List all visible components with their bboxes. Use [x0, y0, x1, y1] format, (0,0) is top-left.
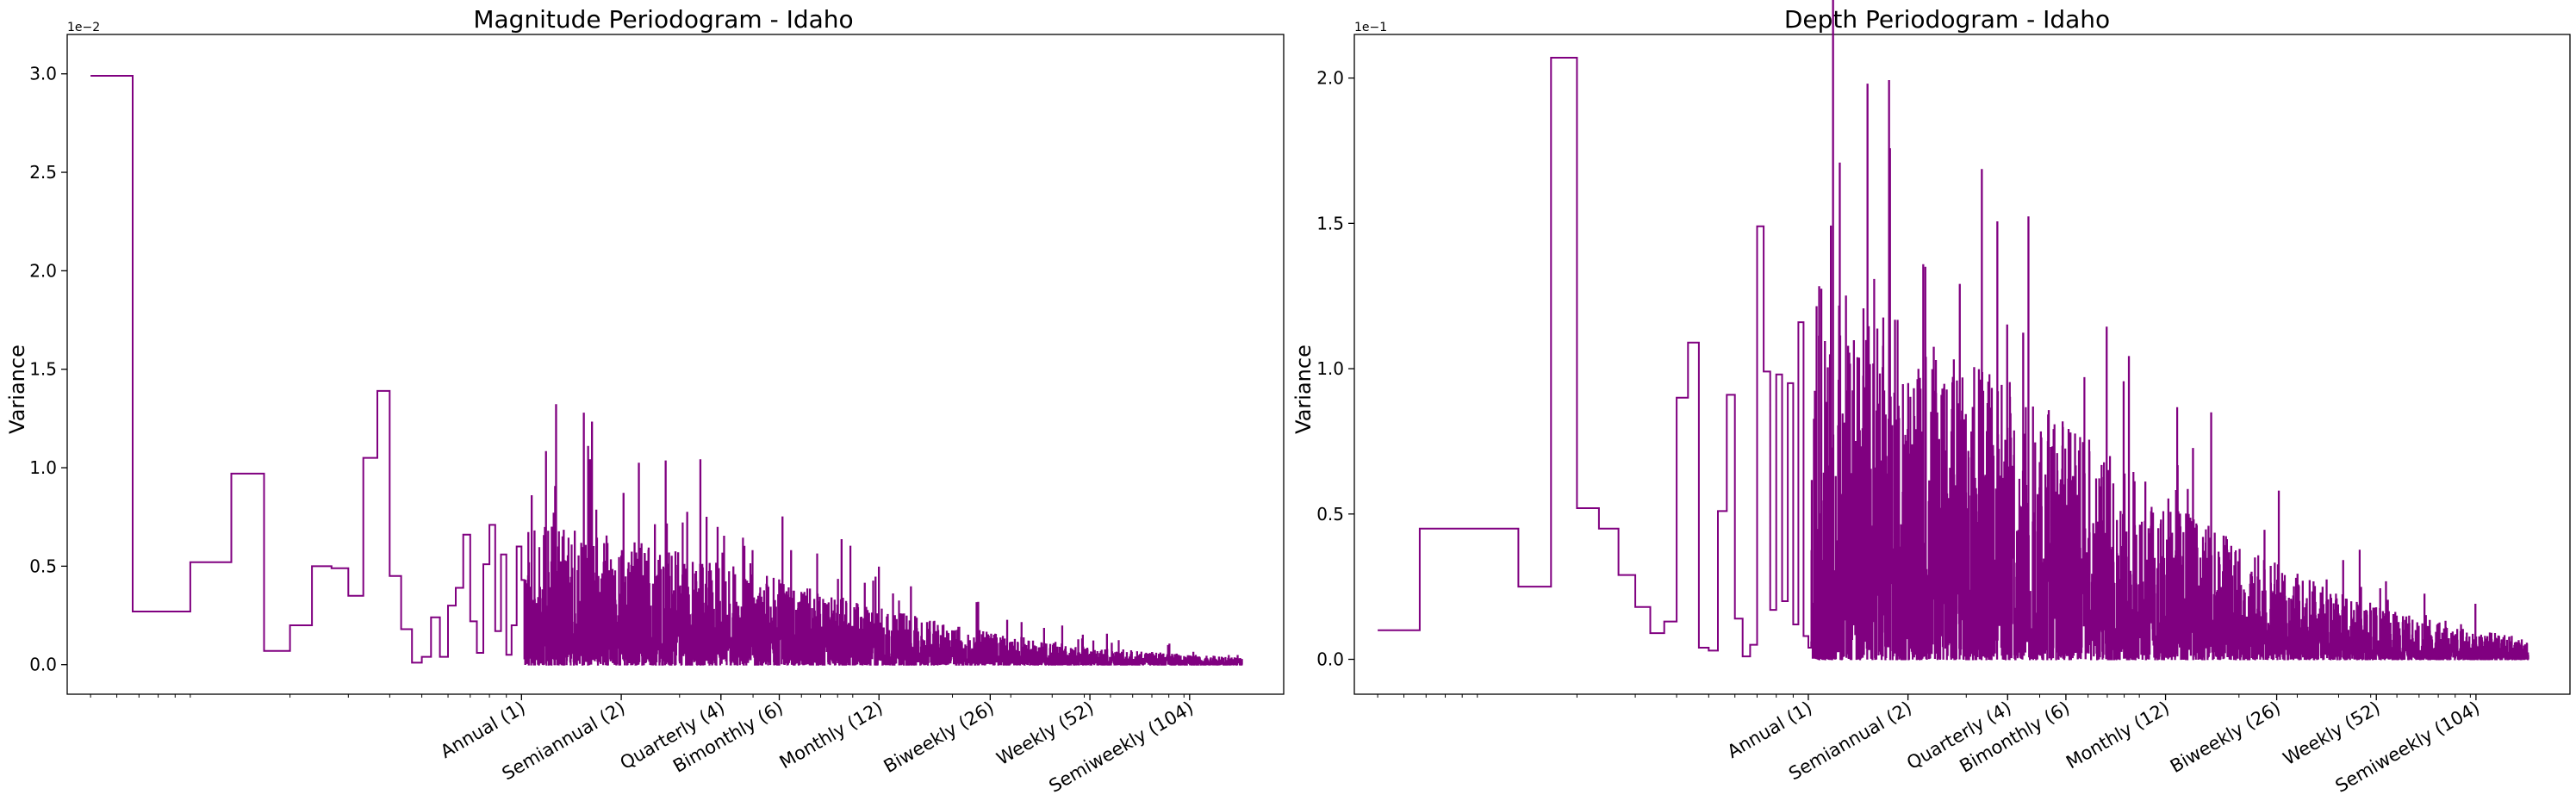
axes-frame: [1353, 34, 2571, 695]
variance-series-line: [1378, 0, 2529, 661]
y-tick-label: 1.0: [1316, 358, 1344, 379]
y-tick-label: 0.5: [1316, 504, 1344, 525]
y-axis-label: Variance: [1291, 345, 1316, 434]
y-tick-label: 1.5: [1316, 213, 1344, 233]
y-tick-label: 0.5: [29, 556, 57, 576]
variance-series-line: [90, 75, 1243, 666]
y-axis-label: Variance: [5, 345, 29, 434]
y-offset-label: 1e−2: [67, 21, 100, 34]
axes-frame: [66, 34, 1285, 695]
x-tick-label: Annual (1): [1724, 698, 1816, 762]
chart-title: Depth Periodogram - Idaho: [1784, 5, 2110, 34]
y-tick-label: 1.0: [29, 457, 57, 478]
x-tick-label: Monthly (12): [2063, 698, 2173, 773]
y-tick-label: 0.0: [29, 655, 57, 675]
y-tick-label: 1.5: [29, 359, 57, 380]
y-tick-label: 3.0: [29, 64, 57, 84]
y-tick-label: 2.0: [29, 260, 57, 281]
x-tick-label: Monthly (12): [776, 698, 887, 773]
y-tick-label: 2.0: [1316, 68, 1344, 89]
chart-title: Magnitude Periodogram - Idaho: [473, 5, 853, 34]
magnitude-periodogram-panel: Magnitude Periodogram - Idaho 1e−2 Varia…: [5, 5, 1285, 797]
x-tick-label: Biweekly (26): [2167, 698, 2284, 778]
y-tick-label: 0.0: [1316, 649, 1344, 670]
x-tick-label: Biweekly (26): [880, 698, 998, 778]
y-offset-label: 1e−1: [1354, 21, 1387, 34]
x-tick-label: Annual (1): [437, 698, 529, 762]
depth-periodogram-panel: Depth Periodogram - Idaho 1e−1 Variance …: [1291, 0, 2571, 797]
y-tick-label: 2.5: [29, 162, 57, 183]
